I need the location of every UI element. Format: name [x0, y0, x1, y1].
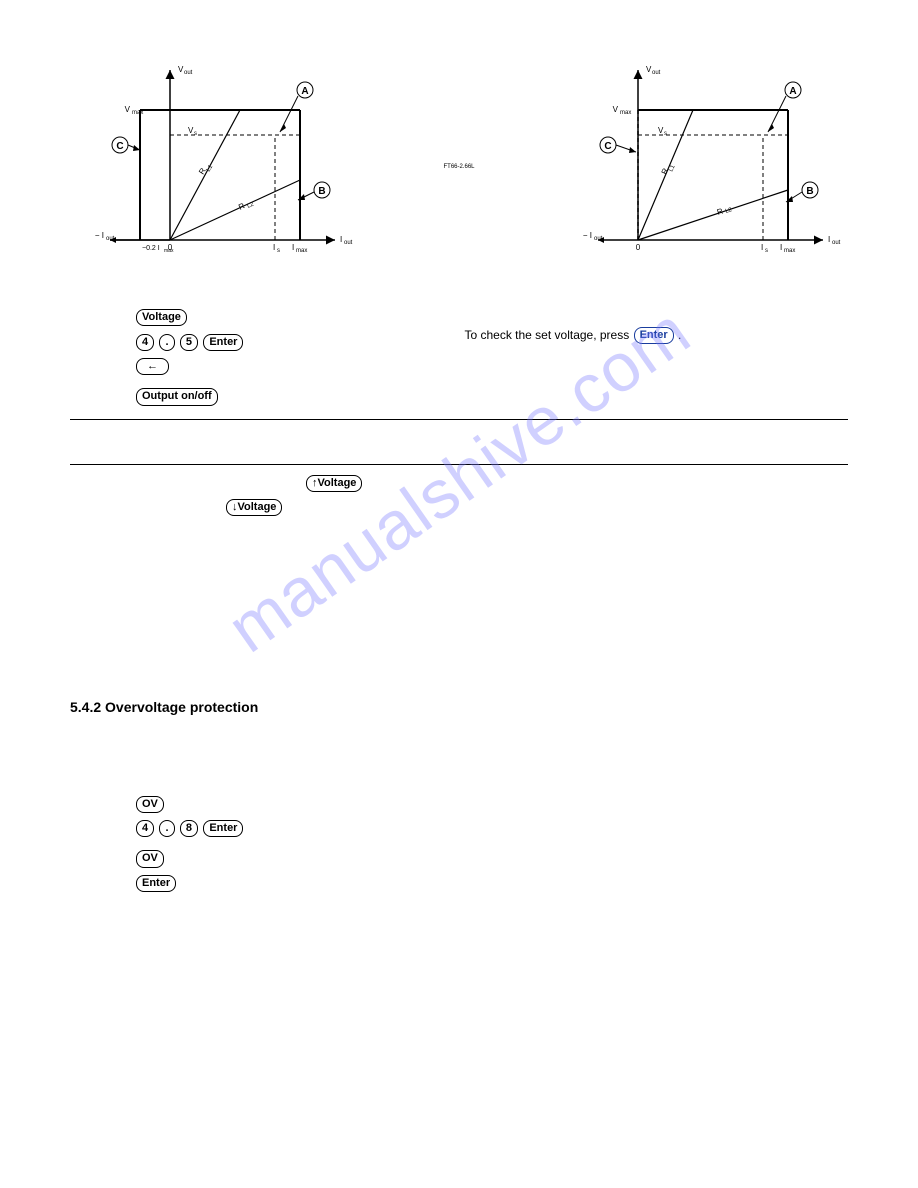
voltage-down-key[interactable]: ↓Voltage: [226, 499, 282, 516]
svg-text:out: out: [344, 240, 353, 246]
voltage-key[interactable]: Voltage: [136, 309, 187, 326]
svg-text:L1: L1: [206, 164, 215, 173]
svg-text:s: s: [664, 131, 667, 137]
svg-text:V: V: [125, 105, 131, 114]
svg-text:s: s: [765, 248, 768, 254]
arrow-left-key[interactable]: ←: [136, 358, 169, 375]
svg-text:max: max: [132, 110, 143, 116]
svg-text:B: B: [318, 186, 325, 197]
separator-2: [70, 464, 848, 465]
eight-key[interactable]: 8: [180, 820, 198, 837]
output-onoff-key[interactable]: Output on/off: [136, 388, 218, 405]
enter-key-3[interactable]: Enter: [203, 820, 243, 837]
svg-text:I: I: [273, 243, 275, 252]
svg-text:R: R: [237, 201, 246, 212]
ov-key-1[interactable]: OV: [136, 796, 164, 813]
ov-key-2[interactable]: OV: [136, 850, 164, 867]
figure-center-text: FT66-2.66L: [443, 164, 474, 170]
svg-text:C: C: [604, 141, 611, 152]
svg-text:0: 0: [168, 243, 173, 252]
key-sequence-2: ↑Voltage ↓Voltage: [225, 473, 848, 518]
svg-text:out: out: [106, 236, 115, 242]
svg-text:− I: − I: [583, 231, 592, 240]
check-voltage-text-post: .: [678, 328, 681, 342]
svg-text:−0.2 I: −0.2 I: [142, 245, 160, 252]
svg-text:I: I: [340, 235, 342, 244]
svg-text:out: out: [594, 236, 603, 242]
key-sequence-1: Voltage 4 . 5 Enter ← Output on/off To c…: [135, 303, 848, 411]
svg-text:0: 0: [636, 243, 641, 252]
svg-text:I: I: [761, 243, 763, 252]
four-key[interactable]: 4: [136, 334, 154, 351]
svg-text:L2: L2: [246, 201, 255, 209]
svg-text:out: out: [832, 240, 841, 246]
voltage-up-key[interactable]: ↑Voltage: [306, 475, 362, 492]
svg-text:− I: − I: [95, 231, 104, 240]
enter-key-2[interactable]: Enter: [634, 327, 674, 344]
svg-text:out: out: [184, 70, 193, 76]
dot-key[interactable]: .: [159, 334, 174, 351]
enter-key-4[interactable]: Enter: [136, 875, 176, 892]
svg-text:A: A: [789, 86, 796, 97]
svg-text:V: V: [613, 105, 619, 114]
right-chart: A B C Vout Vmax Vs − Iout Iout 0: [558, 60, 848, 273]
svg-text:I: I: [828, 235, 830, 244]
svg-text:C: C: [116, 141, 123, 152]
five-key[interactable]: 5: [180, 334, 198, 351]
svg-text:max: max: [784, 248, 795, 254]
svg-text:B: B: [806, 186, 813, 197]
svg-text:I: I: [292, 243, 294, 252]
check-voltage-text-pre: To check the set voltage, press: [464, 328, 632, 342]
svg-text:s: s: [277, 248, 280, 254]
enter-key-1[interactable]: Enter: [203, 334, 243, 351]
page-root: manualshive.com: [0, 0, 918, 961]
svg-text:s: s: [194, 131, 197, 137]
key-sequence-3: OV 4 . 8 Enter OV Enter: [135, 793, 848, 893]
svg-text:I: I: [780, 243, 782, 252]
svg-text:max: max: [620, 110, 631, 116]
separator-1: [70, 419, 848, 420]
four-key-2[interactable]: 4: [136, 820, 154, 837]
figure-row: A B C Vout Vmax Vs − Iout Iout −0.2 I: [70, 60, 848, 273]
section-title: 5.4.2 Overvoltage protection: [70, 699, 848, 715]
dot-key-2[interactable]: .: [159, 820, 174, 837]
left-chart: A B C Vout Vmax Vs − Iout Iout −0.2 I: [70, 60, 360, 273]
svg-text:A: A: [301, 86, 308, 97]
svg-text:max: max: [296, 248, 307, 254]
svg-text:out: out: [652, 70, 661, 76]
